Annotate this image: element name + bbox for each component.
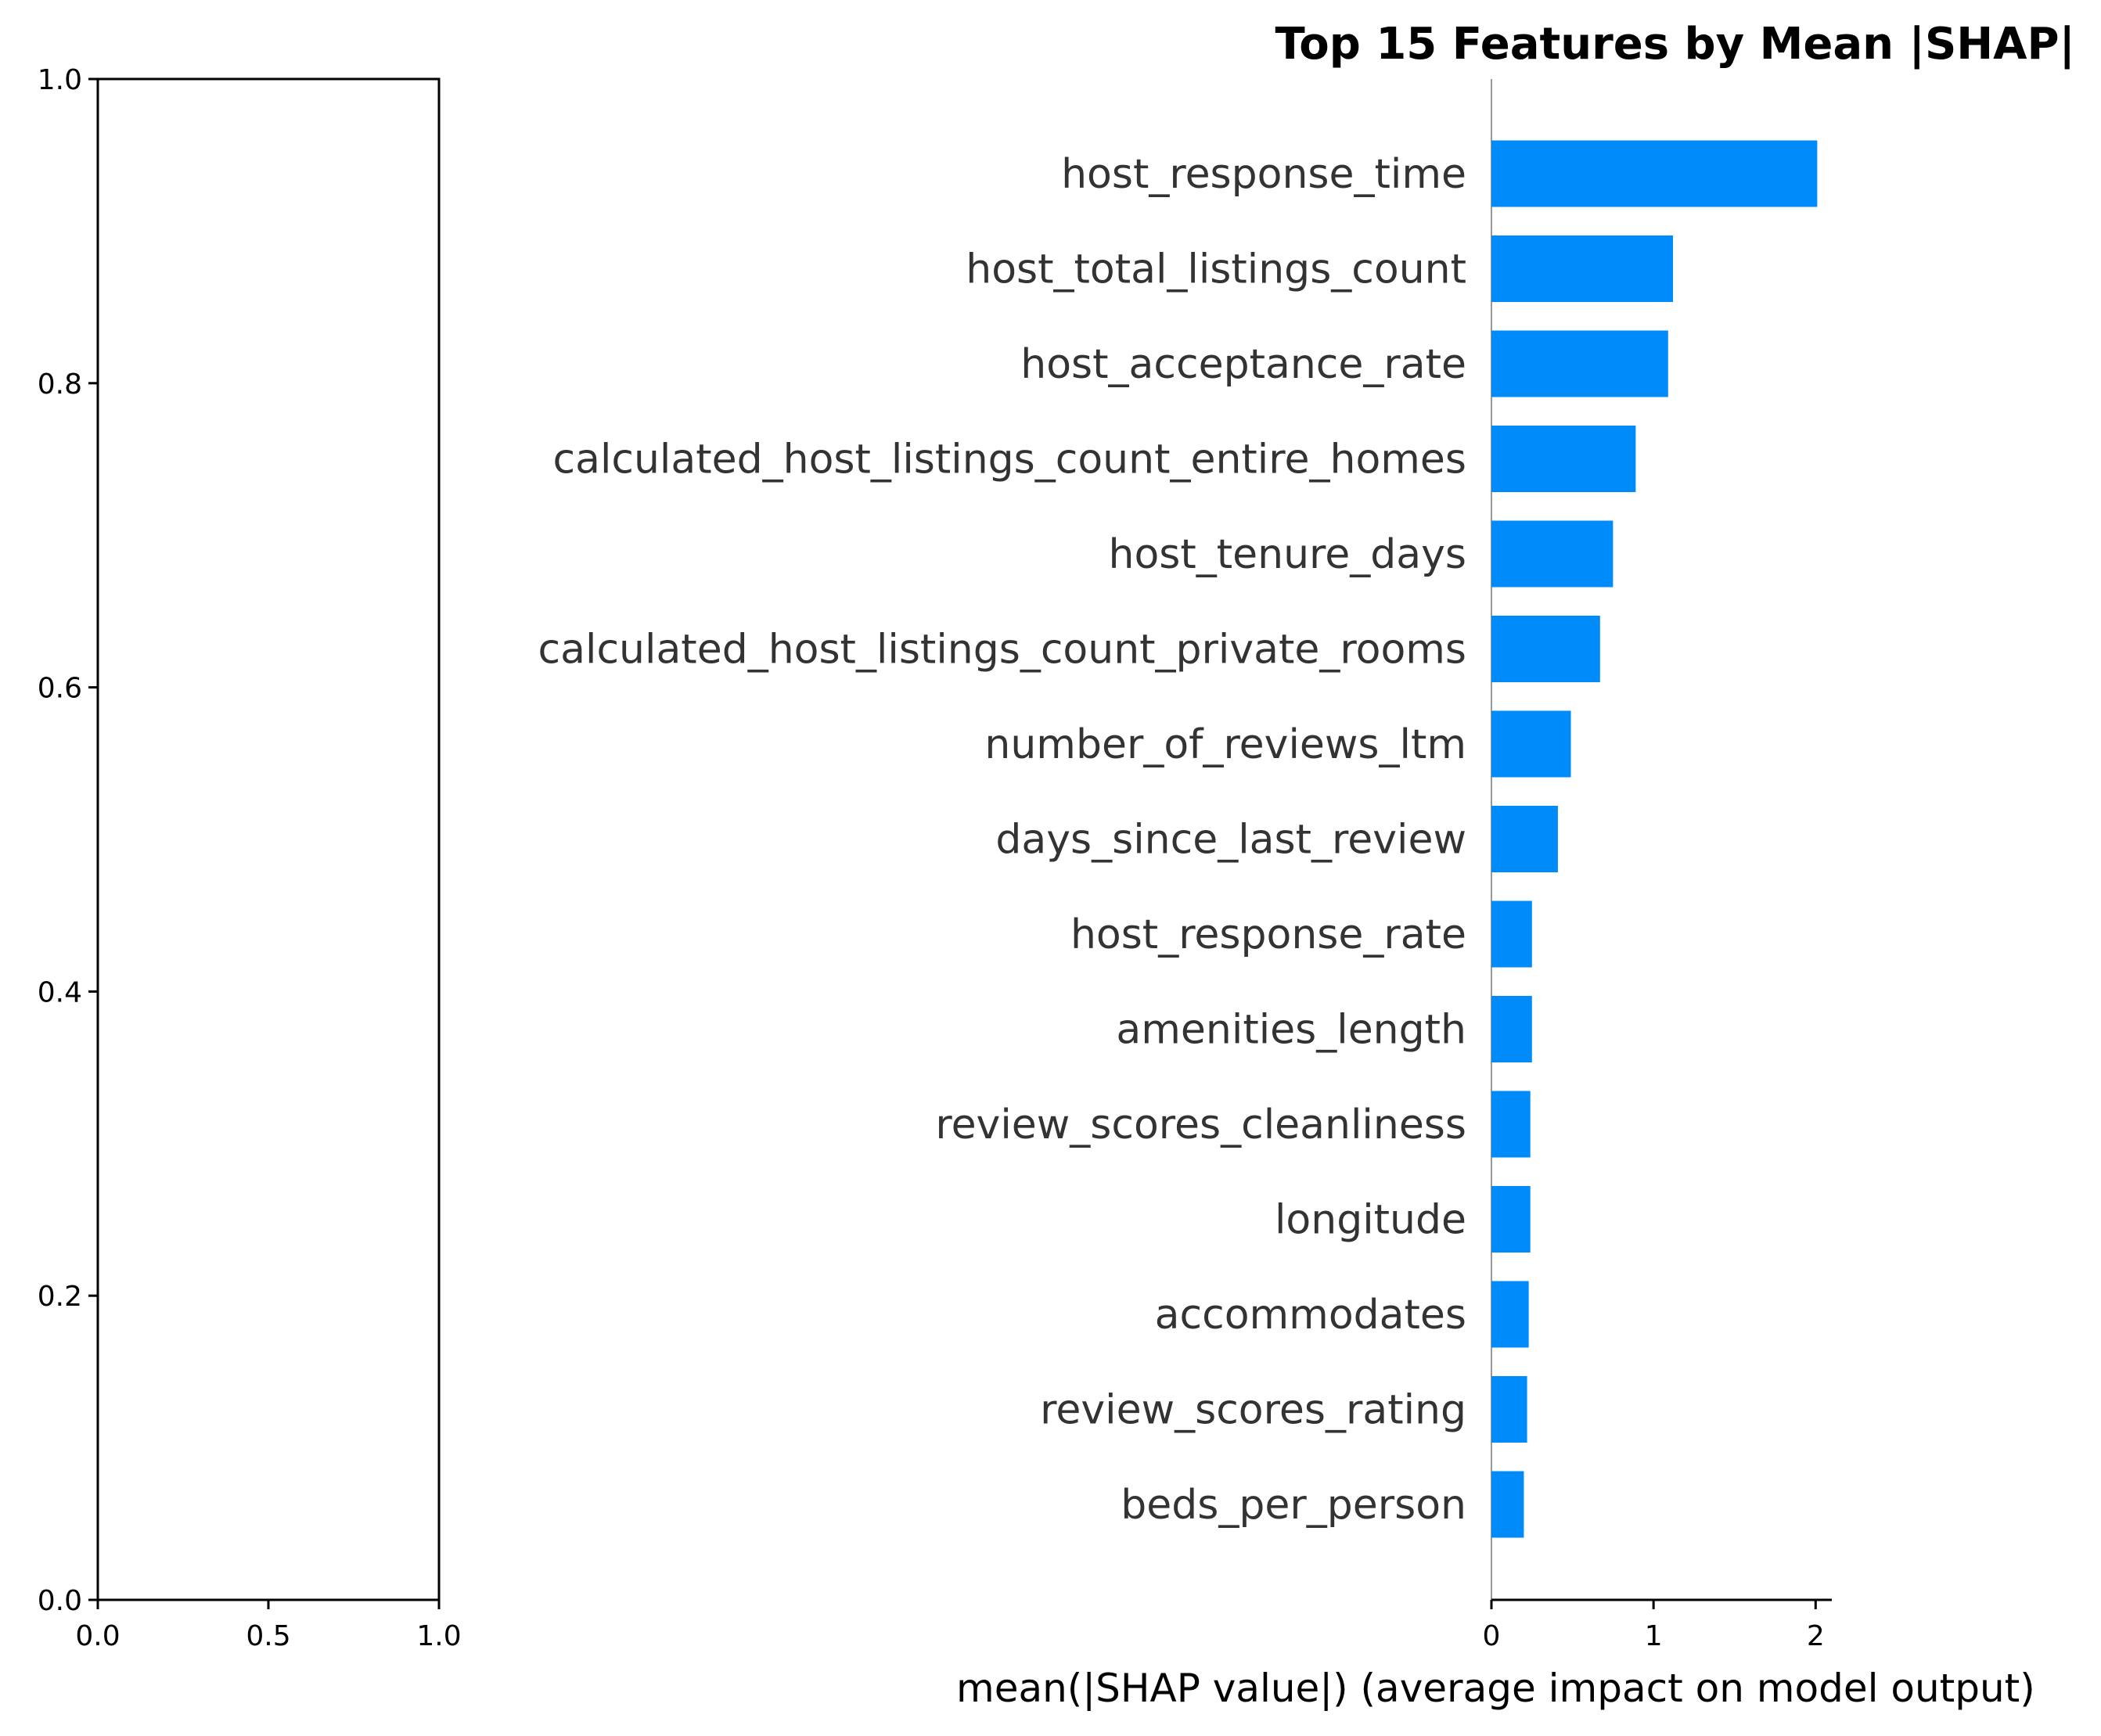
bar [1491, 140, 1818, 207]
right-x-tick-label: 2 [1807, 1620, 1825, 1652]
left-y-tick-label: 1.0 [38, 64, 82, 96]
feature-label: amenities_length [1116, 1007, 1466, 1054]
left-axes-frame [96, 77, 441, 1601]
feature-label: number_of_reviews_ltm [984, 721, 1466, 768]
left-y-tick-label: 0.2 [38, 1281, 82, 1313]
bar [1491, 1091, 1531, 1158]
right-x-tick-label: 0 [1483, 1620, 1501, 1652]
left-y-tick-label: 0.0 [38, 1585, 82, 1617]
feature-label: host_response_time [1061, 151, 1466, 198]
feature-label: review_scores_rating [1040, 1387, 1466, 1434]
bars [1491, 140, 1818, 1538]
chart-title: Top 15 Features by Mean |SHAP| [1275, 19, 2076, 70]
right-x-tick-label: 1 [1645, 1620, 1663, 1652]
bar [1491, 996, 1532, 1062]
right-x-ticks: 0 1 2 [1483, 1600, 1825, 1652]
bar [1491, 900, 1532, 968]
feature-label: beds_per_person [1121, 1482, 1466, 1529]
feature-label: calculated_host_listings_count_private_r… [538, 627, 1466, 674]
feature-label: longitude [1275, 1197, 1466, 1244]
left-y-tick-label: 0.8 [38, 368, 82, 401]
feature-label: host_response_rate [1070, 911, 1466, 958]
feature-label: review_scores_cleanliness [935, 1102, 1466, 1148]
feature-label: host_tenure_days [1108, 531, 1466, 578]
feature-labels: host_response_time host_total_listings_co… [538, 151, 1466, 1529]
bar [1491, 330, 1668, 397]
feature-label: days_since_last_review [995, 817, 1466, 864]
left-y-ticks: 0.0 0.2 0.4 0.6 0.8 1.0 [38, 64, 98, 1617]
left-empty-axes: 0.0 0.2 0.4 0.6 0.8 1.0 0.0 0.5 1.0 [38, 64, 462, 1652]
feature-label: calculated_host_listings_count_entire_ho… [552, 437, 1466, 483]
feature-label: host_total_listings_count [966, 246, 1466, 293]
bar [1491, 235, 1673, 302]
bar [1491, 616, 1600, 682]
bar [1491, 1281, 1529, 1348]
left-x-tick-label: 0.0 [75, 1620, 120, 1652]
bar [1491, 520, 1614, 588]
bar [1491, 1471, 1524, 1538]
feature-label: host_acceptance_rate [1020, 341, 1466, 388]
feature-label: accommodates [1155, 1292, 1466, 1339]
left-x-ticks: 0.0 0.5 1.0 [75, 1600, 462, 1652]
left-y-tick-label: 0.6 [38, 673, 82, 705]
left-x-tick-label: 0.5 [246, 1620, 290, 1652]
bar [1491, 710, 1571, 778]
bar [1491, 806, 1558, 872]
bar [1491, 1376, 1527, 1443]
bar [1491, 1186, 1531, 1253]
bar [1491, 426, 1636, 492]
x-axis-label: mean(|SHAP value|) (average impact on mo… [956, 1666, 2035, 1711]
left-y-tick-label: 0.4 [38, 976, 82, 1008]
shap-bar-chart: Top 15 Features by Mean |SHAP| host_resp… [538, 19, 2075, 1711]
left-x-tick-label: 1.0 [416, 1620, 461, 1652]
